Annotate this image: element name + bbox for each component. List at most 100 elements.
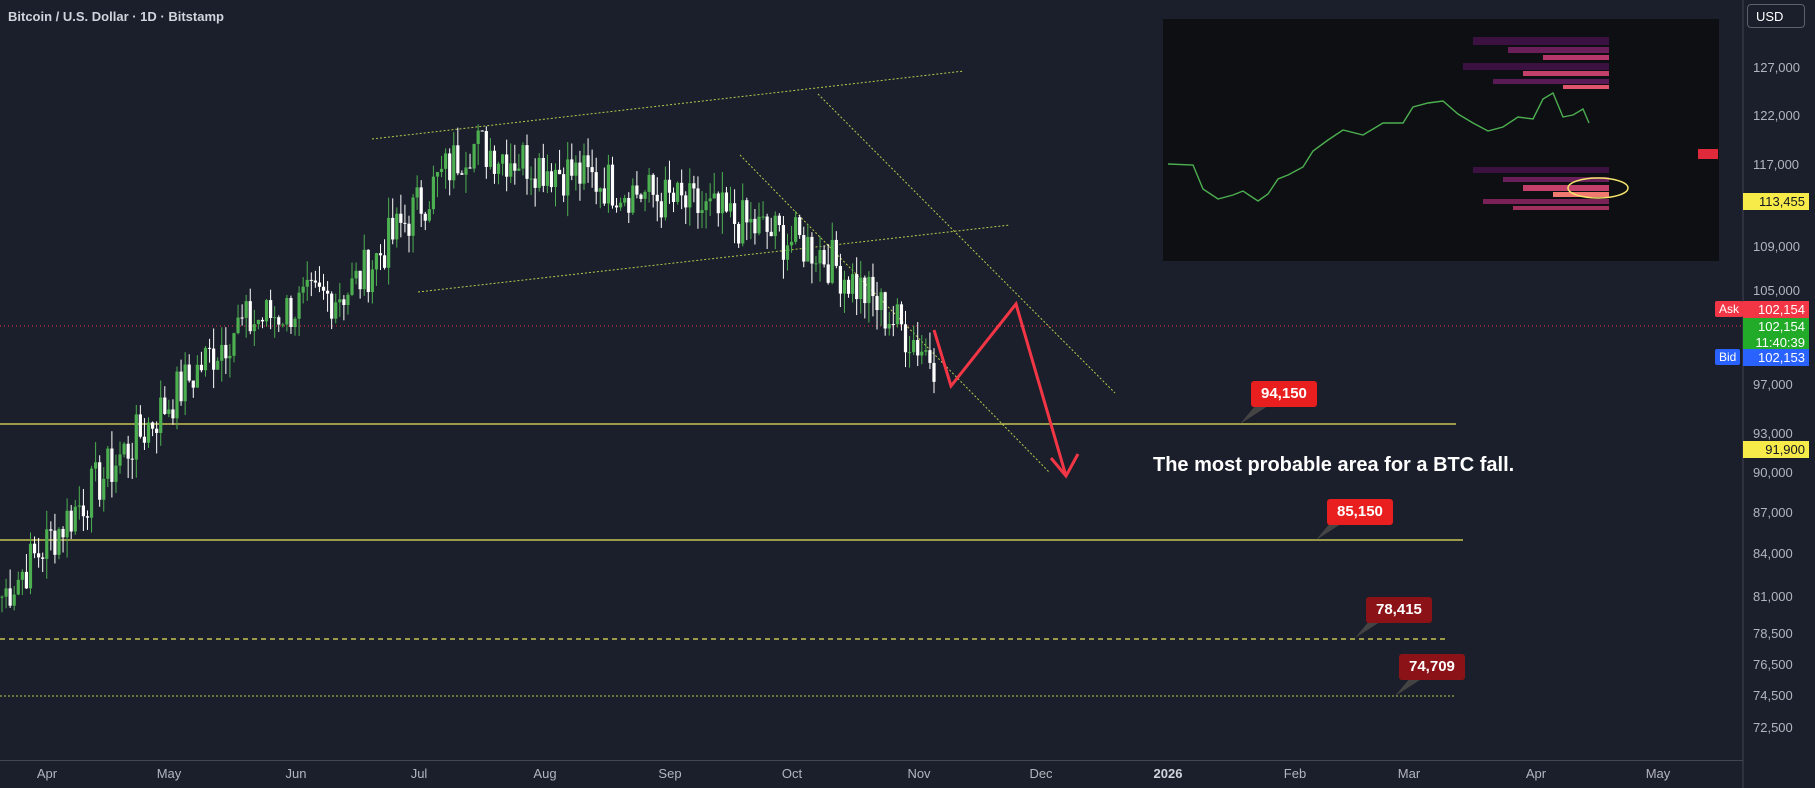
candle-body bbox=[781, 225, 786, 260]
level-label-78415[interactable]: 78,415 bbox=[1366, 597, 1432, 623]
candle-body bbox=[899, 304, 904, 325]
inset-price-line bbox=[1167, 91, 1590, 202]
price-tick: 122,000 bbox=[1753, 108, 1800, 123]
candle-body bbox=[920, 351, 924, 356]
candle-body bbox=[651, 174, 655, 195]
candle-body bbox=[724, 192, 729, 212]
down-channel-upper-line[interactable] bbox=[817, 93, 1116, 394]
candle-body bbox=[187, 364, 191, 381]
candle-body bbox=[557, 169, 562, 175]
candle-body bbox=[423, 213, 427, 221]
candle-body bbox=[928, 350, 932, 363]
candle-body bbox=[138, 414, 142, 437]
candle-body bbox=[737, 223, 741, 244]
currency-selector[interactable]: USD bbox=[1747, 4, 1805, 28]
candle-body bbox=[102, 478, 106, 500]
channel-lower-line[interactable] bbox=[417, 224, 1011, 293]
candle-body bbox=[810, 236, 814, 264]
candle-body bbox=[155, 428, 159, 433]
projection-arrowhead bbox=[1049, 453, 1080, 479]
down-channel-lower-line[interactable] bbox=[739, 154, 1051, 474]
price-tick: 117,000 bbox=[1753, 157, 1800, 172]
label-pointer-74709 bbox=[1395, 678, 1423, 696]
candle-body bbox=[77, 505, 81, 507]
candle-body bbox=[855, 274, 859, 300]
candle-body bbox=[517, 168, 521, 171]
candle-body bbox=[126, 443, 130, 459]
candle-body bbox=[179, 371, 183, 402]
candle-body bbox=[45, 529, 49, 559]
projection-arrow[interactable] bbox=[932, 300, 1068, 477]
candle-body bbox=[777, 215, 781, 226]
candle-body bbox=[643, 191, 647, 199]
candle-body bbox=[293, 318, 297, 328]
candle-body bbox=[130, 458, 134, 460]
candle-body bbox=[183, 364, 187, 402]
candle-body bbox=[903, 324, 908, 353]
time-tick: Aug bbox=[533, 766, 557, 781]
time-tick: May bbox=[1645, 766, 1671, 781]
candle-body bbox=[448, 153, 452, 181]
candle-body bbox=[8, 588, 12, 606]
candle-body bbox=[533, 178, 537, 188]
candle-body bbox=[224, 344, 228, 359]
candle-body bbox=[150, 422, 155, 429]
candle-body bbox=[240, 317, 244, 319]
candle-body bbox=[692, 183, 696, 189]
channel-upper-line[interactable] bbox=[371, 70, 965, 140]
candle-body bbox=[684, 195, 688, 208]
candle-body bbox=[488, 150, 492, 167]
candle-body bbox=[73, 506, 77, 532]
candle-body bbox=[289, 297, 293, 328]
candle-body bbox=[619, 202, 623, 208]
candle-body bbox=[851, 274, 855, 294]
candle-body bbox=[761, 216, 765, 218]
level-label-85150[interactable]: 85,150 bbox=[1327, 499, 1393, 525]
candle-body bbox=[89, 468, 94, 518]
candle-body bbox=[846, 279, 851, 294]
candle-body bbox=[675, 182, 680, 202]
candle-body bbox=[269, 300, 273, 319]
candlestick-series bbox=[0, 124, 936, 613]
candle-body bbox=[696, 188, 700, 213]
candle-body bbox=[374, 253, 379, 270]
candle-body bbox=[122, 443, 126, 455]
candle-body bbox=[338, 299, 342, 303]
bar-countdown: 11:40:39 bbox=[1743, 334, 1809, 351]
candle-body bbox=[765, 216, 769, 232]
candle-body bbox=[562, 174, 566, 196]
candle-body bbox=[708, 198, 712, 202]
candle-body bbox=[802, 235, 806, 262]
time-tick: Feb bbox=[1283, 766, 1307, 781]
level-tag-91900[interactable]: 91,900 bbox=[1743, 441, 1809, 458]
price-tick: 74,500 bbox=[1753, 688, 1793, 703]
candle-body bbox=[566, 159, 570, 196]
candle-body bbox=[570, 159, 574, 176]
candle-body bbox=[114, 465, 118, 482]
level-label-74709[interactable]: 74,709 bbox=[1399, 654, 1465, 680]
candle-body bbox=[407, 223, 411, 236]
candle-body bbox=[387, 217, 391, 268]
level-tag-113455[interactable]: 113,455 bbox=[1743, 193, 1809, 210]
candle-body bbox=[655, 194, 659, 202]
candle-body bbox=[37, 553, 41, 558]
candle-body bbox=[395, 213, 399, 240]
candle-body bbox=[492, 150, 497, 174]
candle-body bbox=[814, 263, 818, 265]
candle-body bbox=[334, 302, 338, 319]
candle-body bbox=[346, 294, 350, 306]
candle-body bbox=[199, 364, 204, 371]
candle-body bbox=[212, 348, 216, 370]
level-label-94150[interactable]: 94,150 bbox=[1251, 381, 1317, 407]
forecast-annotation[interactable]: The most probable area for a BTC fall. bbox=[1153, 454, 1515, 476]
candle-body bbox=[313, 280, 317, 283]
candle-body bbox=[834, 239, 838, 266]
candle-body bbox=[342, 299, 346, 306]
candle-body bbox=[277, 317, 281, 325]
candle-body bbox=[317, 282, 322, 287]
price-tick: 72,500 bbox=[1753, 720, 1793, 735]
candle-body bbox=[12, 594, 16, 606]
price-tick: 109,000 bbox=[1753, 239, 1800, 254]
candle-body bbox=[680, 182, 684, 196]
